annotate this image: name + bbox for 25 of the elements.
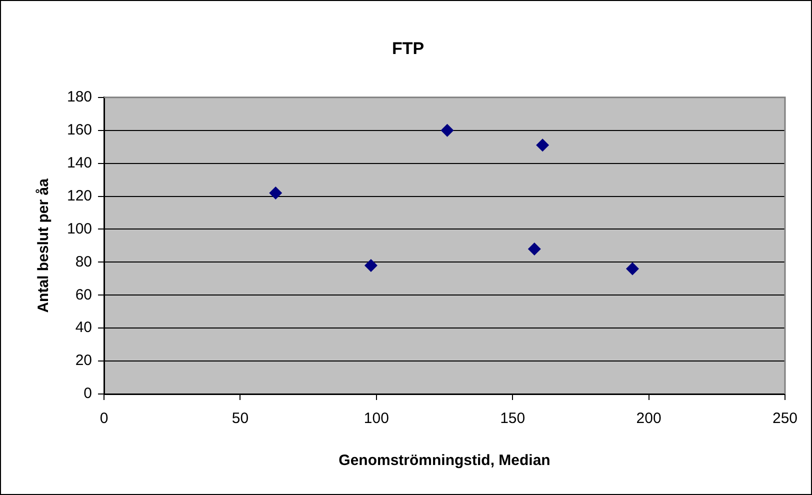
- y-tick-label: 20: [75, 352, 92, 370]
- y-tick-label: 0: [84, 385, 92, 402]
- x-tick-label: 0: [100, 410, 108, 428]
- x-tick-label: 100: [364, 410, 389, 428]
- point: [528, 242, 541, 256]
- y-axis-title: Antal beslut per åa: [35, 178, 52, 313]
- point: [536, 138, 550, 152]
- y-tick-label: 160: [66, 121, 92, 138]
- chart-title: FTP: [392, 38, 424, 58]
- point: [626, 262, 639, 276]
- x-tick-label: 250: [772, 410, 798, 428]
- x-tick-label: 200: [636, 410, 662, 428]
- x-tick-label: 150: [500, 410, 526, 428]
- y-tick-label: 120: [66, 187, 92, 204]
- y-tick-label: 140: [66, 154, 92, 172]
- y-tick-label: 100: [66, 220, 92, 238]
- point: [269, 186, 282, 200]
- x-axis-title: Genomströmningstid, Median: [338, 452, 550, 470]
- y-tick-label: 80: [75, 253, 92, 270]
- point: [364, 258, 378, 272]
- y-tick-label: 40: [75, 319, 92, 336]
- y-tick-label: 60: [75, 286, 92, 304]
- point: [440, 124, 454, 137]
- x-tick-label: 50: [232, 410, 249, 428]
- y-tick-label: 180: [66, 88, 92, 106]
